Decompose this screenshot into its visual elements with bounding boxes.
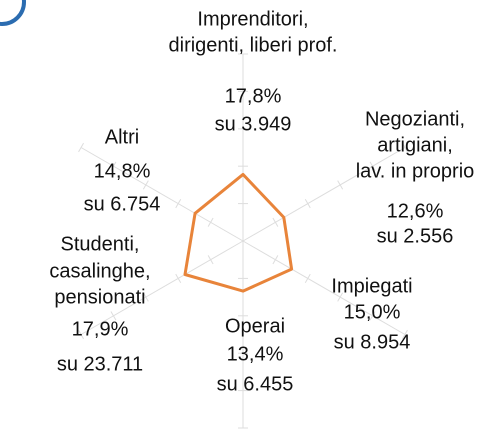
category-label: pensionati <box>54 286 145 308</box>
axis-line <box>242 147 406 242</box>
tick-mark <box>110 161 117 171</box>
axis-line <box>80 147 244 242</box>
tick-mark <box>142 292 149 302</box>
value-label: 13,4% <box>227 343 284 365</box>
value-label: 14,8% <box>94 160 151 182</box>
tick-mark <box>337 180 344 190</box>
count-label: su 23.711 <box>57 353 143 375</box>
radar-line <box>183 172 294 293</box>
value-label: 17,8% <box>225 85 282 107</box>
tick-mark <box>304 273 311 283</box>
tick-mark <box>78 142 84 153</box>
axis-line <box>242 240 406 335</box>
category-label: casalinghe, <box>49 260 150 282</box>
category-label: dirigenti, liberi prof. <box>169 34 338 56</box>
tick-mark <box>110 311 117 321</box>
category-label: Imprenditori, <box>197 8 308 30</box>
tick-mark <box>78 329 84 340</box>
tick-mark <box>402 142 408 153</box>
category-label: Negozianti, <box>365 108 465 130</box>
count-label: su 6.754 <box>84 193 161 215</box>
value-label: 12,6% <box>387 200 444 222</box>
tick-mark <box>207 255 214 265</box>
count-label: su 6.455 <box>217 373 294 395</box>
tick-mark <box>337 292 344 302</box>
count-label: su 8.954 <box>334 331 411 353</box>
tick-mark <box>402 329 408 340</box>
category-label: Altri <box>105 126 139 148</box>
category-label: artigiani, <box>377 134 453 156</box>
tick-mark <box>369 311 376 321</box>
count-label: su 3.949 <box>215 113 292 135</box>
category-label: Studenti, <box>61 233 140 255</box>
tick-mark <box>142 180 149 190</box>
value-label: 15,0% <box>344 301 401 323</box>
tick-mark <box>272 217 279 227</box>
icon <box>0 0 26 26</box>
count-label: su 2.556 <box>377 225 454 247</box>
category-label: Impiegati <box>331 275 412 297</box>
category-label: Operai <box>225 315 285 337</box>
tick-mark <box>175 199 182 209</box>
tick-mark <box>272 255 279 265</box>
value-label: 17,9% <box>72 318 129 340</box>
category-label: lav. in proprio <box>356 160 475 182</box>
axis-line <box>80 240 244 335</box>
tick-mark <box>175 273 182 283</box>
tick-mark <box>369 161 376 171</box>
tick-mark <box>304 199 311 209</box>
tick-mark <box>207 217 214 227</box>
